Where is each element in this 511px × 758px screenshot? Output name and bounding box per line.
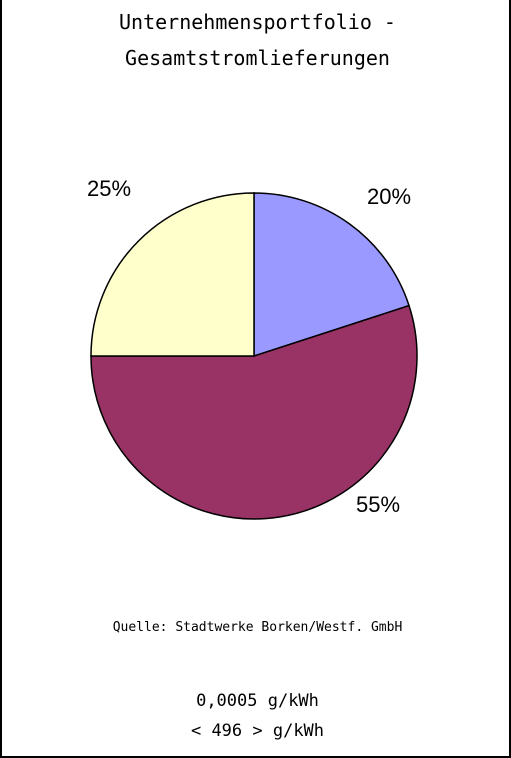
pie-slice-1 — [253, 192, 410, 358]
chart-title-line2: Gesamtstromlieferungen — [125, 46, 390, 70]
emission-value-1: 0,0005 g/kWh — [196, 691, 319, 711]
chart-title: Unternehmensportfolio - Gesamtstromliefe… — [2, 4, 511, 76]
pie-slice-3 — [90, 192, 255, 357]
slice-label-1: 20% — [367, 184, 411, 209]
emission-values: 0,0005 g/kWh < 496 > g/kWh — [2, 686, 511, 746]
slice-label-2: 55% — [356, 492, 400, 517]
emission-value-2: < 496 > g/kWh — [190, 721, 325, 741]
slice-label-3: 25% — [87, 176, 131, 201]
source-note: Quelle: Stadtwerke Borken/Westf. GmbH — [112, 620, 403, 635]
pie-slice-2 — [90, 304, 418, 520]
chart-title-line1: Unternehmensportfolio - — [119, 10, 396, 34]
